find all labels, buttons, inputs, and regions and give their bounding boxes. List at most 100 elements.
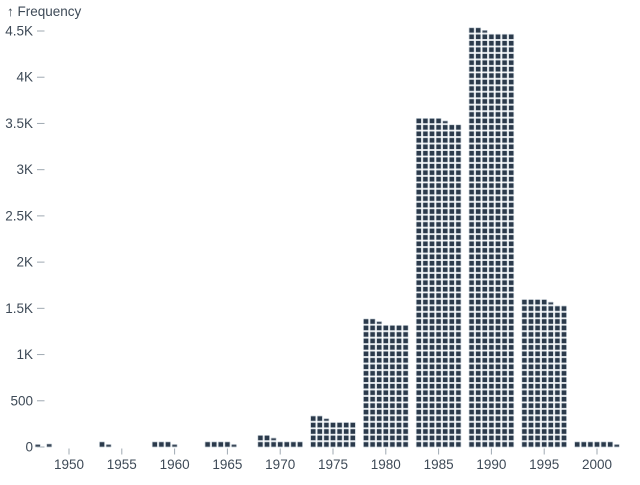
waffle-square xyxy=(481,299,488,305)
waffle-square xyxy=(468,66,475,73)
waffle-square xyxy=(442,299,449,305)
waffle-square xyxy=(402,396,409,403)
waffle-square xyxy=(455,422,462,428)
waffle-square xyxy=(547,357,554,364)
waffle-square xyxy=(448,344,455,351)
waffle-square xyxy=(442,234,449,241)
waffle-square xyxy=(501,363,508,370)
waffle-square xyxy=(442,370,449,377)
waffle-square xyxy=(336,422,343,428)
waffle-square xyxy=(363,441,369,448)
waffle-square xyxy=(534,344,541,351)
waffle-square xyxy=(422,325,429,331)
waffle-square xyxy=(547,428,554,435)
waffle-square xyxy=(435,202,442,208)
waffle-square xyxy=(330,428,336,435)
waffle-square xyxy=(429,331,435,338)
waffle-square xyxy=(495,53,501,60)
waffle-square xyxy=(468,111,475,118)
waffle-bar-2000 xyxy=(574,441,620,448)
waffle-square xyxy=(495,111,501,118)
waffle-square xyxy=(501,189,508,195)
waffle-square xyxy=(475,98,482,105)
waffle-square xyxy=(402,435,409,441)
waffle-square xyxy=(442,124,449,131)
waffle-square xyxy=(495,202,501,208)
waffle-square xyxy=(488,370,495,377)
waffle-square xyxy=(435,396,442,403)
waffle-square xyxy=(415,273,422,280)
waffle-square xyxy=(488,33,495,40)
waffle-square xyxy=(323,441,330,448)
waffle-square xyxy=(488,85,495,92)
waffle-square xyxy=(495,363,501,370)
waffle-square xyxy=(554,305,561,312)
waffle-square xyxy=(415,312,422,318)
waffle-square xyxy=(323,422,330,428)
waffle-square xyxy=(396,396,402,403)
waffle-square xyxy=(442,247,449,254)
waffle-square xyxy=(330,422,336,428)
waffle-square xyxy=(501,53,508,60)
waffle-bar-1950 xyxy=(46,443,53,448)
waffle-square xyxy=(521,422,528,428)
waffle-square xyxy=(501,318,508,325)
waffle-square xyxy=(422,363,429,370)
waffle-square xyxy=(488,376,495,383)
waffle-square xyxy=(422,143,429,150)
waffle-square xyxy=(481,266,488,273)
waffle-square xyxy=(422,156,429,163)
waffle-square xyxy=(521,363,528,370)
waffle-square xyxy=(389,396,396,403)
waffle-square xyxy=(435,234,442,241)
waffle-square xyxy=(541,376,548,383)
waffle-square xyxy=(455,370,462,377)
waffle-square xyxy=(481,124,488,131)
waffle-square xyxy=(481,137,488,144)
waffle-square xyxy=(422,441,429,448)
waffle-square xyxy=(501,182,508,189)
waffle-square xyxy=(448,318,455,325)
waffle-square xyxy=(402,383,409,390)
waffle-square xyxy=(435,221,442,228)
waffle-square xyxy=(429,363,435,370)
x-tick-label: 1970 xyxy=(265,457,295,472)
waffle-square xyxy=(448,383,455,390)
waffle-square xyxy=(574,441,581,448)
waffle-square-partial xyxy=(442,120,449,124)
waffle-square xyxy=(481,182,488,189)
waffle-square xyxy=(508,260,515,267)
waffle-square xyxy=(488,415,495,422)
waffle-square xyxy=(528,402,534,409)
waffle-square xyxy=(369,389,376,396)
waffle-square xyxy=(468,370,475,377)
waffle-square xyxy=(495,228,501,234)
waffle-square xyxy=(475,117,482,124)
waffle-square xyxy=(363,435,369,441)
waffle-square xyxy=(429,409,435,415)
waffle-square xyxy=(521,312,528,318)
waffle-square xyxy=(429,169,435,176)
waffle-square xyxy=(547,331,554,338)
waffle-square xyxy=(495,105,501,111)
waffle-square xyxy=(508,402,515,409)
waffle-square xyxy=(468,117,475,124)
waffle-square xyxy=(495,253,501,260)
waffle-square xyxy=(495,124,501,131)
waffle-square xyxy=(455,286,462,293)
waffle-square xyxy=(442,266,449,273)
waffle-square xyxy=(422,163,429,170)
waffle-square xyxy=(323,435,330,441)
waffle-square xyxy=(521,325,528,331)
waffle-square xyxy=(508,98,515,105)
waffle-square xyxy=(442,376,449,383)
waffle-square xyxy=(481,338,488,344)
waffle-square xyxy=(369,376,376,383)
waffle-square xyxy=(468,402,475,409)
waffle-square xyxy=(455,441,462,448)
waffle-square xyxy=(481,350,488,357)
waffle-square xyxy=(442,176,449,183)
waffle-square xyxy=(402,350,409,357)
waffle-square xyxy=(435,117,442,124)
waffle-square xyxy=(481,66,488,73)
